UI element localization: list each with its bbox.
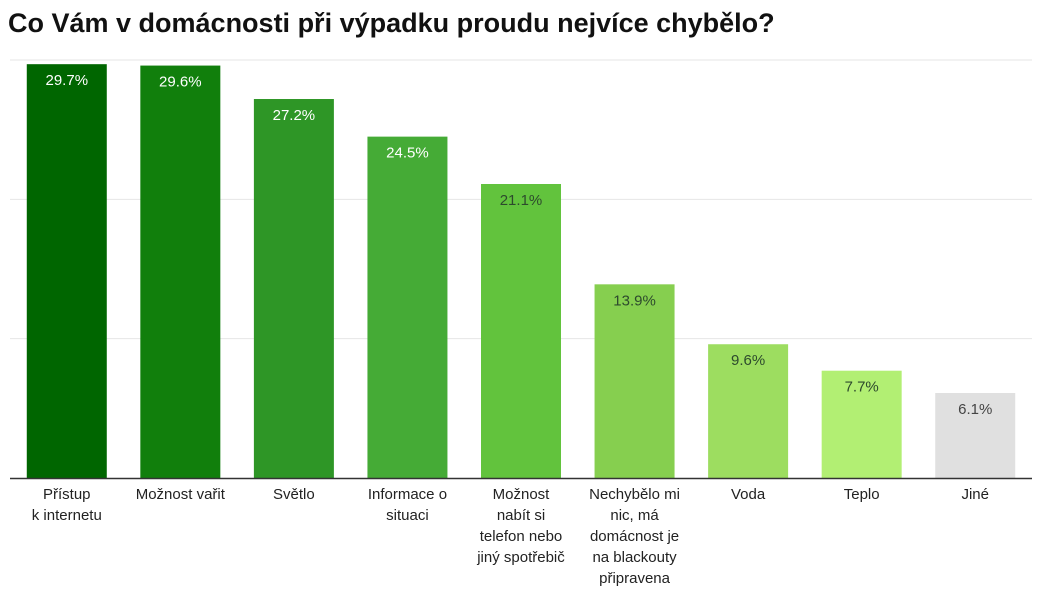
category-label-6: Nechybělo mi nic, má domácnost je na blacko… [589,486,680,587]
value-label-4: 24.5% [386,145,429,162]
category-label-2: Možnost vařit [136,486,226,503]
bar-7 [708,344,789,478]
bars [26,64,1016,479]
bar-2 [140,65,221,478]
category-label-3: Světlo [273,486,315,503]
category-label-7: Voda [731,486,766,503]
bar-4 [367,136,448,478]
category-label-5: Možnost nabít si telefon nebo jiný spotřebi… [476,486,565,566]
value-label-1: 29.7% [46,72,89,89]
category-labels: Přístup k internetu Možnost vařit Světlo Inf… [32,486,989,587]
value-label-8: 7.7% [845,379,879,396]
value-label-6: 13.9% [613,292,656,309]
chart-title: Co Vám v domácnosti při výpadku proudu n… [8,8,775,38]
value-label-9: 6.1% [958,401,992,418]
bar-6 [594,284,675,478]
value-labels: 29.7% 29.6% 27.2% 24.5% 21.1% 13.9% 9.6% 7.7% 6.… [46,72,993,418]
bar-9 [935,393,1016,478]
value-label-2: 29.6% [159,74,202,91]
bar-5 [481,184,561,479]
value-label-7: 9.6% [731,352,765,369]
category-label-9: Jiné [961,486,989,503]
value-label-3: 27.2% [273,107,316,124]
bar-1 [26,64,107,479]
category-label-1: Přístup k internetu [32,486,102,524]
bar-8 [821,370,902,478]
value-label-5: 21.1% [500,192,543,209]
bar-3 [253,99,334,478]
category-label-8: Teplo [844,486,880,503]
category-label-4: Informace o situaci [368,486,447,524]
